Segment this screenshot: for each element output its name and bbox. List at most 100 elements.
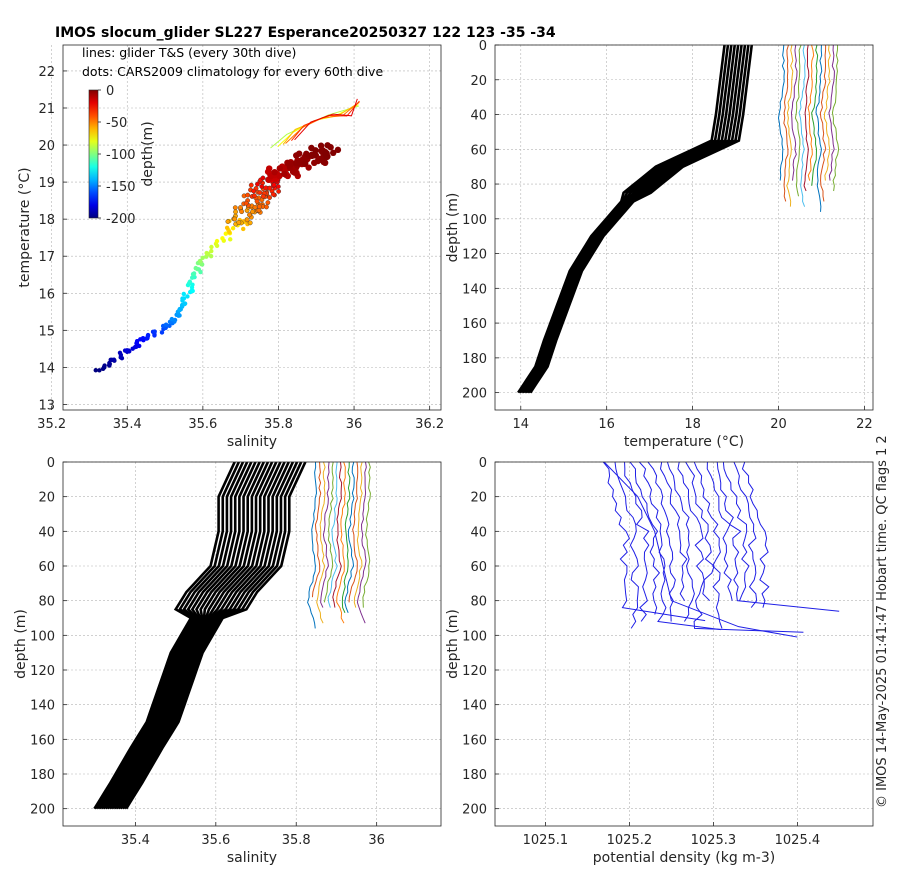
y-tick-label: 180 [462,768,487,783]
climatology-profile [113,462,282,810]
climatology-profile [108,462,270,810]
climatology-profile [104,462,261,810]
climatology-dot [275,184,281,189]
climatology-dot [288,160,295,168]
climatology-profile [110,462,274,810]
data-layer [602,462,840,638]
glider-ts-line [294,98,358,141]
glider-profile [777,45,785,181]
climatology-dot [334,146,342,154]
glider-profile [794,45,802,197]
x-axis-label: potential density (kg m-3) [593,850,775,866]
climatology-dot [232,216,238,222]
x-axis-label: temperature (°C) [624,434,744,450]
x-tick-label: 22 [856,417,873,432]
climatology-dot [140,336,146,341]
climatology-dot [330,149,337,157]
climatology-dot [243,200,249,206]
y-tick-label: 20 [470,491,487,506]
glider-profile [327,462,338,608]
climatology-dot [295,150,303,157]
y-tick-label: 40 [38,525,55,540]
y-tick-label: 200 [462,803,487,818]
y-axis-label: temperature (°C) [17,167,33,287]
climatology-dot [252,204,258,210]
glider-profile [356,462,367,624]
glider-profile [823,45,831,181]
climatology-dot [322,149,329,157]
climatology-profile [95,462,241,810]
axes-frame [62,44,442,411]
climatology-dot [270,191,276,197]
glider-profile [790,45,798,181]
y-tick-label: 80 [470,178,487,193]
data-layer [93,98,360,373]
y-tick-label: 20 [38,139,55,154]
climatology-dot [145,332,151,338]
y-tick-label: 20 [470,74,487,89]
x-axis-label: salinity [227,434,277,450]
glider-profile [336,462,346,624]
glider-profile [815,45,823,212]
climatology-dot [182,301,188,306]
x-tick-label: 1025.4 [775,833,821,848]
climatology-dot [200,255,205,261]
climatology-dot [302,159,309,167]
climatology-dot [255,181,260,187]
climatology-dot [117,350,123,355]
climatology-dot [223,231,229,236]
climatology-dot [312,147,319,154]
climatology-dot [190,275,195,280]
climatology-dot [198,258,203,264]
climatology-dot [250,209,255,215]
colorbar-label: depth(m) [140,121,156,186]
data-layer [517,45,840,394]
climatology-dot [167,323,172,329]
y-tick-label: 100 [462,213,487,228]
climatology-dot [257,190,263,196]
climatology-dot [224,225,230,230]
climatology-dot [239,209,245,215]
climatology-profile [115,462,286,810]
y-tick-label: 120 [462,248,487,263]
climatology-profile [121,462,299,810]
climatology-dot [244,217,250,223]
glider-profile [803,45,810,192]
climatology-dot [295,159,303,167]
climatology-dot [251,188,257,194]
glider-profile [344,462,355,613]
climatology-dot [247,220,253,226]
y-tick-label: 19 [38,176,55,191]
climatology-dot [230,226,236,231]
y-tick-label: 13 [38,398,55,413]
climatology-dot [267,195,272,200]
y-tick-label: 40 [470,109,487,124]
climatology-dot [227,229,232,235]
climatology-profile [112,462,278,810]
climatology-dot [265,200,271,205]
x-tick-label: 35.4 [113,417,142,432]
density-profile [602,462,706,622]
x-tick-label: 1025.1 [523,833,569,848]
glider-profile [316,462,326,624]
climatology-dot [271,168,278,176]
climatology-dot [236,220,242,225]
y-tick-label: 16 [38,287,55,302]
climatology-dot [245,192,251,198]
y-tick-label: 100 [462,629,487,644]
climatology-dot [124,348,130,353]
density-profile [733,462,758,608]
x-axis-label: salinity [227,850,277,866]
glider-profile [811,45,819,186]
climatology-profile [102,462,257,810]
y-tick-label: 14 [38,361,55,376]
climatology-dot [169,316,175,322]
y-tick-label: 18 [38,213,55,228]
climatology-dot [102,363,107,368]
climatology-dot [233,209,238,215]
climatology-dot [305,164,312,171]
x-tick-label: 20 [770,417,787,432]
density-profile [638,462,721,631]
x-tick-label: 16 [598,417,615,432]
